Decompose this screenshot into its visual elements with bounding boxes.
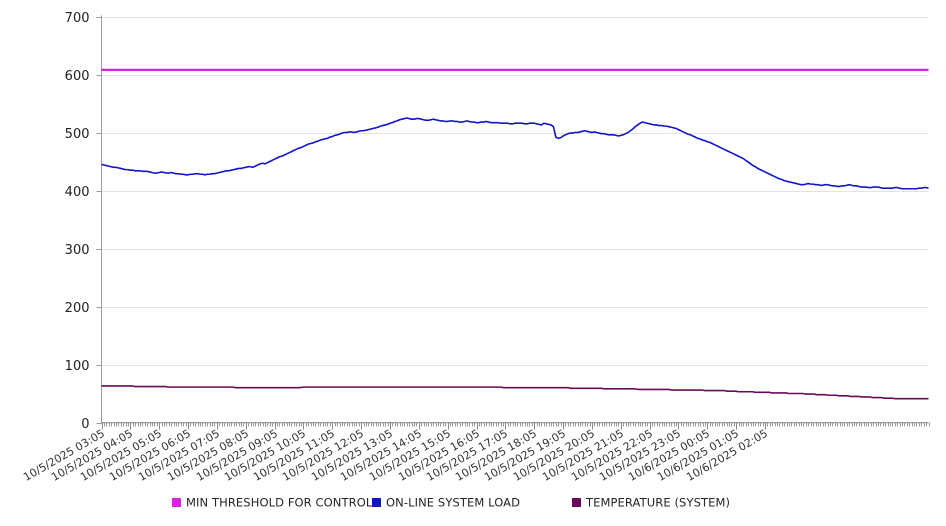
legend-swatch-2 [572, 498, 581, 507]
y-tick-label: 300 [65, 243, 90, 258]
y-tick-label: 700 [65, 11, 90, 26]
series-line-on-line-system-load [101, 117, 929, 190]
y-tick-label: 500 [65, 127, 90, 142]
x-axis-group [101, 15, 930, 427]
y-tick-label: 200 [65, 301, 90, 316]
legend-label-0[interactable]: MIN THRESHOLD FOR CONTROL [186, 496, 373, 510]
legend-label-2[interactable]: TEMPERATURE (SYSTEM) [585, 496, 730, 510]
legend-label-1[interactable]: ON-LINE SYSTEM LOAD [386, 496, 520, 510]
chart-legend: MIN THRESHOLD FOR CONTROL ON-LINE SYSTEM … [172, 496, 730, 510]
legend-swatch-1 [372, 498, 381, 507]
y-tick-label: 400 [65, 185, 90, 200]
y-tick-label: 100 [65, 359, 90, 374]
series-layer [101, 68, 929, 400]
y-tick-label: 0 [81, 417, 89, 432]
series-line-temperature-system [101, 385, 929, 400]
legend-swatch-0 [172, 498, 181, 507]
gridlines-group [101, 17, 929, 424]
y-axis-tick-labels: 0 100 200 300 400 500 600 700 [65, 11, 102, 432]
y-tick-label: 600 [65, 69, 90, 84]
